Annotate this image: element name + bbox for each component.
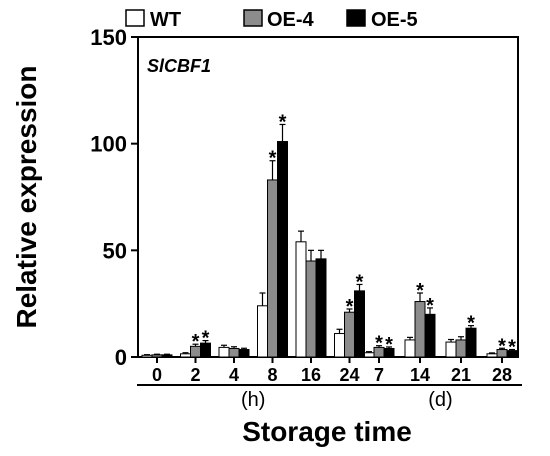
bar	[238, 349, 250, 358]
significance-star: *	[426, 295, 434, 317]
legend-label: OE-5	[371, 9, 418, 31]
x-tick-label: 28	[492, 365, 512, 385]
bar	[344, 311, 355, 358]
bar	[486, 353, 498, 358]
x-tick-label: 8	[267, 365, 277, 385]
x-tick-label: 4	[229, 365, 239, 385]
group-label-h: (h)	[241, 389, 265, 411]
bar	[404, 339, 416, 358]
x-tick-label: 14	[410, 365, 430, 385]
bar	[445, 341, 457, 358]
significance-star: *	[385, 334, 393, 356]
x-tick-label: 24	[339, 365, 359, 385]
significance-star: *	[375, 333, 383, 355]
bar	[305, 260, 317, 358]
bar	[151, 354, 163, 358]
x-axis-title: Storage time	[242, 416, 412, 447]
bar	[218, 346, 230, 358]
bar	[180, 353, 191, 358]
bar	[141, 354, 153, 358]
legend-swatch	[125, 9, 145, 27]
bar	[228, 347, 240, 358]
legend-swatch	[346, 9, 366, 27]
significance-star: *	[467, 313, 475, 335]
bar	[277, 141, 288, 358]
legend-swatch	[243, 9, 263, 27]
x-tick-label: 16	[301, 365, 321, 385]
significance-star: *	[356, 271, 364, 293]
bar	[295, 241, 307, 358]
bar	[424, 313, 436, 358]
group-label-d: (d)	[428, 389, 452, 411]
x-tick-label: 0	[152, 365, 162, 385]
significance-star: *	[279, 111, 287, 133]
bar	[257, 305, 268, 358]
bar	[334, 333, 345, 358]
bar	[315, 258, 327, 358]
significance-star: *	[346, 296, 354, 318]
significance-star: *	[508, 337, 516, 359]
y-tick-label: 100	[90, 132, 127, 157]
y-tick-label: 150	[90, 25, 127, 50]
gene-annotation: SlCBF1	[147, 56, 211, 76]
significance-star: *	[498, 335, 506, 357]
bar	[363, 352, 375, 358]
plot-frame	[137, 36, 519, 358]
bar	[161, 354, 173, 358]
significance-star: *	[416, 280, 424, 302]
x-tick-label: 2	[190, 365, 200, 385]
significance-star: *	[269, 148, 277, 170]
x-tick-label: 7	[374, 365, 384, 385]
x-tick-label: 21	[451, 365, 471, 385]
bar	[455, 339, 467, 358]
bar	[354, 290, 365, 358]
y-tick-label: 0	[115, 345, 127, 370]
legend-label: OE-4	[267, 9, 315, 31]
bar	[414, 301, 426, 358]
significance-star: *	[192, 331, 200, 353]
legend-label: WT	[150, 9, 181, 31]
significance-star: *	[202, 328, 210, 350]
bar	[267, 179, 278, 358]
y-axis-title: Relative expression	[11, 65, 42, 328]
y-tick-label: 50	[103, 238, 127, 263]
